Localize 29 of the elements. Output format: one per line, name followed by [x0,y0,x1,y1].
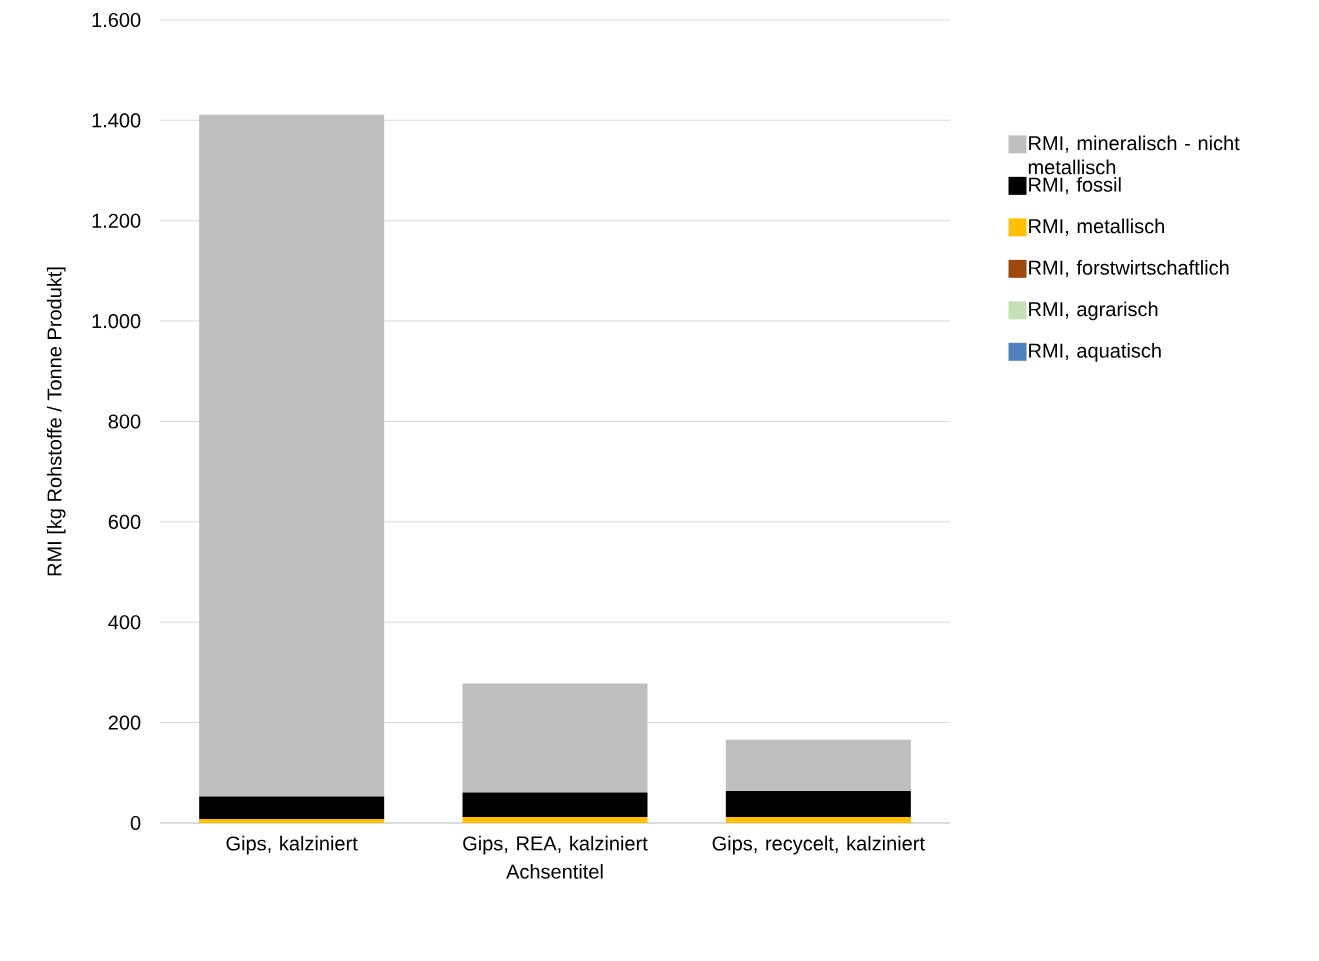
x-tick-label: Gips, recycelt, kalziniert [712,835,925,855]
x-axis-title: Achsentitel [506,864,603,879]
bar [199,114,385,797]
y-tick-label: 400 [108,615,141,630]
bar [725,790,911,817]
bar [725,739,911,791]
bar [199,818,385,823]
legend-label: RMI, forstwirtschaftlich [1029,260,1229,278]
legend-label: RMI, mineralisch - nicht metallisch [1028,135,1240,175]
legend-label: RMI, metallisch [1029,218,1164,236]
legend-label: RMI, aquatisch [1029,343,1161,362]
bar [462,792,648,817]
bar [199,796,385,819]
y-tick-label: 0 [130,815,141,831]
y-tick-label: 800 [108,414,141,429]
y-tick-label: 1.400 [92,113,141,128]
y-tick-label: 1.200 [92,213,141,228]
x-tick-label: Gips, REA, kalziniert [463,835,648,855]
y-axis-title: RMI [kg Rohstoffe / Tonne Produkt] [46,267,66,576]
y-tick-label: 600 [108,514,141,529]
legend-label: RMI, fossil [1029,177,1121,195]
y-tick-label: 1.600 [92,12,141,28]
x-tick-label: Gips, kalziniert [226,835,358,855]
y-tick-label: 200 [108,715,141,730]
legend-label: RMI, agrarisch [1029,301,1158,321]
bar [462,683,648,793]
bar [462,816,648,823]
y-tick-label: 1.000 [92,314,141,329]
bar [725,816,911,823]
